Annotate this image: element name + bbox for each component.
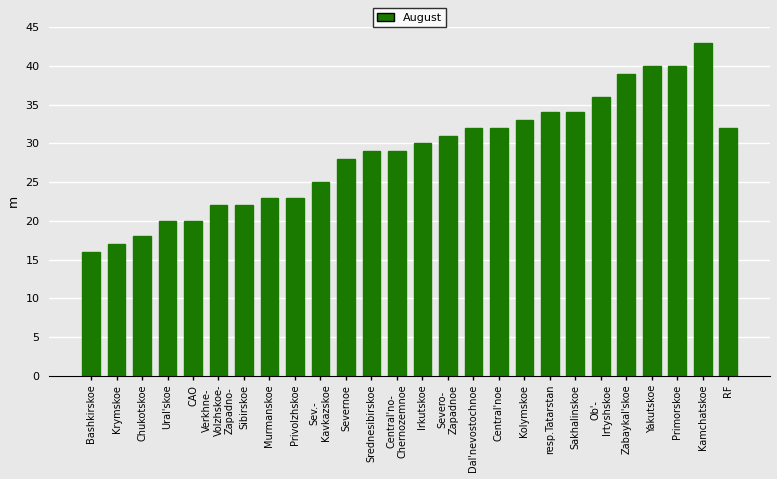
Bar — [720, 128, 737, 376]
Bar — [260, 197, 278, 376]
Y-axis label: m: m — [7, 195, 20, 207]
Bar — [388, 151, 406, 376]
Bar — [413, 143, 431, 376]
Bar — [159, 221, 176, 376]
Bar — [210, 205, 228, 376]
Bar — [235, 205, 253, 376]
Bar — [592, 97, 610, 376]
Bar — [668, 66, 686, 376]
Bar — [312, 182, 329, 376]
Bar — [465, 128, 483, 376]
Bar — [439, 136, 457, 376]
Bar — [566, 113, 584, 376]
Bar — [82, 252, 100, 376]
Bar — [643, 66, 660, 376]
Bar — [133, 236, 151, 376]
Bar — [286, 197, 304, 376]
Bar — [184, 221, 202, 376]
Bar — [618, 74, 636, 376]
Bar — [337, 159, 355, 376]
Bar — [107, 244, 125, 376]
Legend: August: August — [373, 8, 447, 27]
Bar — [490, 128, 508, 376]
Bar — [694, 43, 712, 376]
Bar — [515, 120, 533, 376]
Bar — [541, 113, 559, 376]
Bar — [363, 151, 381, 376]
